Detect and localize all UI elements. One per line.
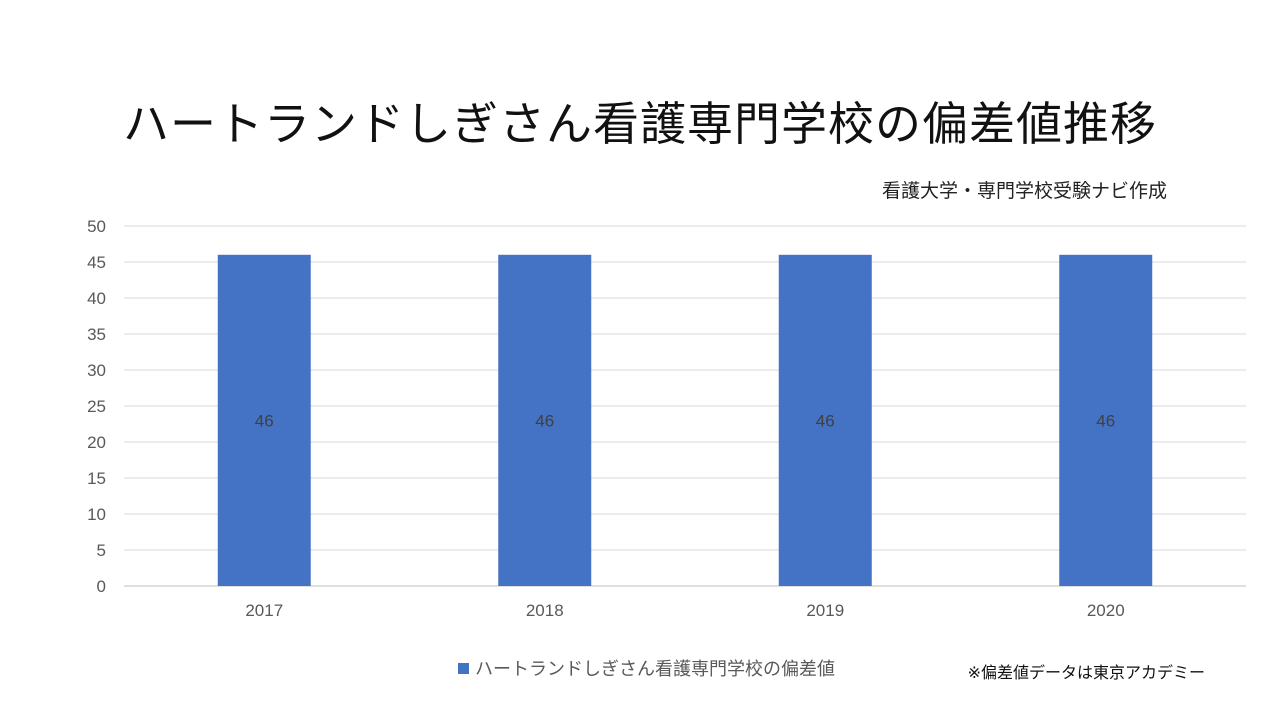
y-tick-label: 45: [87, 253, 106, 272]
bar: [778, 254, 872, 587]
y-tick-label: 35: [87, 325, 106, 344]
bar: [1059, 254, 1153, 587]
y-tick-label: 30: [87, 361, 106, 380]
legend-swatch: [458, 662, 469, 674]
y-tick-label: 15: [87, 469, 106, 488]
x-tick-label: 2019: [806, 601, 844, 620]
legend: ハートランドしぎさん看護専門学校の偏差値: [458, 655, 835, 681]
data-label: 46: [816, 411, 835, 430]
chart-title: ハートランドしぎさん看護専門学校の偏差値推移: [123, 97, 1157, 151]
y-tick-label: 25: [87, 397, 106, 416]
y-tick-label: 10: [87, 505, 106, 524]
bar: [217, 254, 311, 587]
y-tick-label: 50: [87, 217, 106, 236]
x-tick-label: 2017: [245, 601, 283, 620]
bar: [498, 254, 592, 587]
y-tick-label: 5: [97, 541, 106, 560]
x-tick-label: 2020: [1087, 601, 1125, 620]
legend-label: ハートランドしぎさん看護専門学校の偏差値: [475, 659, 835, 680]
x-tick-label: 2018: [526, 601, 564, 620]
y-tick-label: 40: [87, 289, 106, 308]
chart-subtitle: 看護大学・専門学校受験ナビ作成: [881, 180, 1167, 202]
data-label: 46: [255, 411, 274, 430]
y-tick-label: 0: [97, 577, 106, 596]
data-label: 46: [1096, 411, 1115, 430]
data-label: 46: [535, 411, 554, 430]
y-tick-label: 20: [87, 433, 106, 452]
source-note: ※偏差値データは東京アカデミー: [967, 663, 1205, 682]
